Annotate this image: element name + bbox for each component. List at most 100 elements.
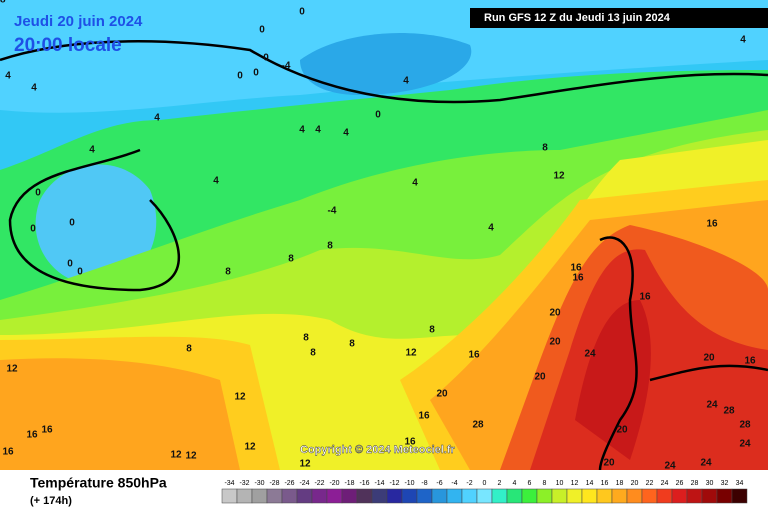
contour-label: 8 (349, 339, 355, 350)
contour-label: 16 (570, 263, 582, 274)
contour-label: 0 (375, 110, 381, 121)
scale-swatch (326, 488, 343, 504)
scale-swatch (401, 488, 418, 504)
contour-label: 12 (170, 450, 182, 461)
contour-label: 12 (185, 451, 197, 462)
scale-swatch (596, 488, 613, 504)
contour-label: 16 (468, 350, 480, 361)
scale-swatch (536, 488, 553, 504)
contour-label: 8 (429, 325, 435, 336)
contour-label: 16 (744, 356, 756, 367)
scale-label: -22 (314, 480, 324, 487)
contour-label: 8 (186, 344, 192, 355)
contour-label: 8 (542, 143, 548, 154)
scale-label: -14 (374, 480, 384, 487)
scale-label: -10 (404, 480, 414, 487)
contour-label: 16 (706, 219, 718, 230)
contour-label: 16 (404, 437, 416, 448)
scale-swatch (476, 488, 493, 504)
contour-label: 0 (67, 259, 73, 270)
contour-label: 4 (31, 83, 37, 94)
run-info: Run GFS 12 Z du Jeudi 13 juin 2024 (484, 12, 671, 24)
scale-swatch (641, 488, 658, 504)
contour-label: 4 (488, 223, 494, 234)
scale-swatch (371, 488, 388, 504)
scale-swatch (506, 488, 523, 504)
contour-label: 12 (234, 392, 246, 403)
contour-label: 16 (418, 411, 430, 422)
contour-label: 20 (616, 425, 628, 436)
local-time: 20:00 locale (14, 35, 122, 56)
scale-swatch (491, 488, 508, 504)
contour-label: 4 (299, 125, 305, 136)
scale-label: -8 (421, 480, 427, 487)
contour-label: 4 (154, 113, 160, 124)
scale-label: 4 (513, 480, 517, 487)
contour-label: 0 (299, 7, 305, 18)
contour-label: 20 (549, 337, 561, 348)
isotherm-line (0, 40, 768, 104)
scale-swatch (446, 488, 463, 504)
scale-swatch (521, 488, 538, 504)
scale-label: 34 (736, 480, 744, 487)
contour-label: 4 (213, 176, 219, 187)
contour-label: 8 (310, 348, 316, 359)
scale-swatch (656, 488, 673, 504)
scale-label: -28 (269, 480, 279, 487)
scale-label: 16 (601, 480, 609, 487)
scale-label: 24 (661, 480, 669, 487)
contour-label: 4 (89, 145, 95, 156)
contour-label: 16 (41, 425, 53, 436)
scale-swatch (416, 488, 433, 504)
run-banner (470, 8, 768, 28)
contour-label: 24 (700, 458, 712, 469)
scale-swatch (341, 488, 358, 504)
scale-swatch (566, 488, 583, 504)
lead-time: (+ 174h) (30, 495, 72, 507)
scale-label: 30 (706, 480, 714, 487)
contour-label: 20 (549, 308, 561, 319)
scale-label: 28 (691, 480, 699, 487)
scale-label: -16 (359, 480, 369, 487)
contour-label: 8 (327, 241, 333, 252)
scale-label: 10 (556, 480, 564, 487)
scale-label: -2 (466, 480, 472, 487)
scale-label: -12 (389, 480, 399, 487)
field-title: Température 850hPa (30, 475, 167, 491)
contour-label: 28 (739, 420, 751, 431)
scale-swatch (671, 488, 688, 504)
contour-label: 12 (244, 442, 256, 453)
contour-label: 28 (472, 420, 484, 431)
contour-label: 0 (259, 25, 265, 36)
scale-swatch (296, 488, 313, 504)
scale-swatch (251, 488, 268, 504)
scale-label: -24 (299, 480, 309, 487)
contour-label: 0 (77, 267, 83, 278)
contour-label: 28 (723, 406, 735, 417)
scale-label: 12 (571, 480, 579, 487)
scale-swatch (281, 488, 298, 504)
scale-label: -4 (451, 480, 457, 487)
scale-swatch (611, 488, 628, 504)
contour-label: -4 (328, 206, 337, 217)
scale-label: -26 (284, 480, 294, 487)
contour-label: 4 (403, 76, 409, 87)
scale-swatch (431, 488, 448, 504)
contour-label: 8 (288, 254, 294, 265)
contour-label: 24 (706, 400, 718, 411)
contour-label: 0 (263, 53, 269, 64)
contour-label: 16 (26, 430, 38, 441)
isotherm-line (649, 364, 768, 382)
scale-label: 8 (543, 480, 547, 487)
scale-swatch (266, 488, 283, 504)
scale-label: -6 (436, 480, 442, 487)
contour-label: 4 (740, 35, 746, 46)
contour-label: 0 (69, 218, 75, 229)
scale-label: 14 (586, 480, 594, 487)
contour-label: 4 (5, 71, 11, 82)
contour-label: 20 (703, 353, 715, 364)
copyright: Copyright © 2024 Meteociel.fr (300, 444, 456, 456)
scale-swatch (581, 488, 598, 504)
scale-swatch (236, 488, 253, 504)
